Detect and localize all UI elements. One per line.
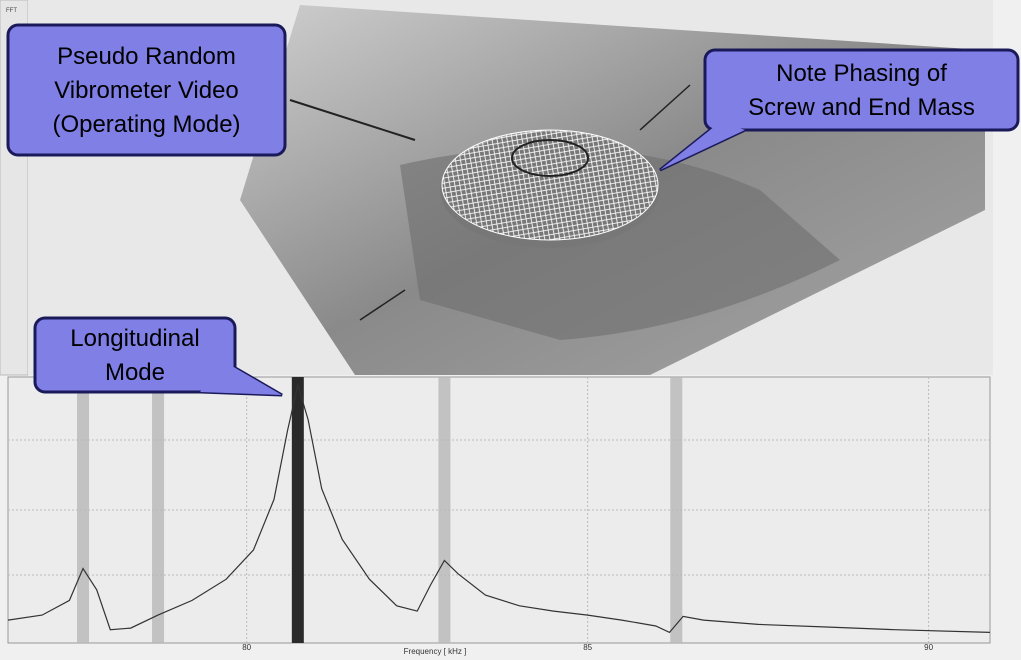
- mesh: [441, 129, 659, 241]
- callout-text: Longitudinal: [70, 325, 199, 352]
- screw-ring: [511, 139, 589, 177]
- spectrum-line: [7, 382, 991, 634]
- x-tick-label: 80: [242, 643, 251, 652]
- x-tick-label: 90: [924, 643, 933, 652]
- callout-pointer-fill: [660, 122, 745, 170]
- frequency-marker: [152, 377, 165, 643]
- frequency-marker: [291, 377, 304, 643]
- callout-text: Mode: [105, 359, 165, 386]
- frequency-marker: [77, 377, 90, 643]
- toolbar-label: FFT: [6, 8, 17, 14]
- callout-box: [6, 23, 287, 157]
- scan-line: [639, 84, 691, 131]
- callout-box: [703, 48, 1020, 132]
- callout-text: (Operating Mode): [52, 111, 240, 138]
- frequency-marker: [670, 377, 683, 643]
- callout-text: Note Phasing of: [776, 60, 947, 87]
- scan-line: [289, 99, 416, 141]
- spectrum-chart: 80 85 90: [7, 377, 991, 652]
- callout-text: Pseudo Random: [57, 43, 236, 70]
- callout-pointer-fill: [200, 362, 282, 395]
- scan-line: [359, 289, 406, 321]
- callout-text: Screw and End Mass: [748, 94, 975, 121]
- callouts: Pseudo Random Vibrometer Video (Operating …: [6, 23, 1020, 397]
- frequency-marker: [438, 377, 451, 643]
- x-axis-label: Frequency [ kHz ]: [404, 647, 467, 656]
- plot-area: [7, 376, 991, 644]
- callout-text: Vibrometer Video: [54, 77, 239, 104]
- callout-box: [33, 316, 237, 394]
- x-tick-label: 85: [583, 643, 592, 652]
